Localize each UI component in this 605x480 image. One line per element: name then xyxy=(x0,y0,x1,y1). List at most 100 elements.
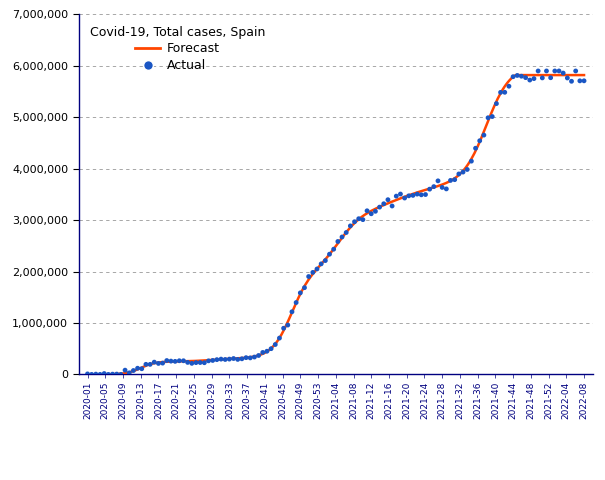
Point xyxy=(162,357,172,364)
Point xyxy=(270,341,280,348)
Point xyxy=(325,251,335,258)
Legend: Forecast, Actual: Forecast, Actual xyxy=(85,21,270,77)
Point xyxy=(158,359,168,367)
Point xyxy=(420,191,430,198)
Point xyxy=(132,364,142,372)
Point xyxy=(462,166,472,173)
Point xyxy=(337,233,347,241)
Point xyxy=(141,360,151,368)
Point xyxy=(237,355,247,363)
Point xyxy=(391,192,401,200)
Point xyxy=(299,284,309,291)
Point xyxy=(125,369,134,377)
Point xyxy=(442,185,451,193)
Point xyxy=(304,273,313,280)
Point xyxy=(220,356,230,363)
Point xyxy=(312,265,322,273)
Point xyxy=(246,354,255,362)
Point xyxy=(345,222,355,230)
Point xyxy=(208,357,218,364)
Point xyxy=(166,357,176,365)
Point xyxy=(425,185,434,193)
Point xyxy=(287,308,297,316)
Point xyxy=(99,370,109,377)
Point xyxy=(446,177,456,184)
Point xyxy=(253,352,263,360)
Point xyxy=(500,88,509,96)
Point xyxy=(504,83,514,90)
Point xyxy=(145,360,155,368)
Point xyxy=(187,360,197,367)
Point xyxy=(466,157,476,165)
Point xyxy=(137,365,146,372)
Point xyxy=(178,357,188,365)
Point xyxy=(550,67,560,75)
Point xyxy=(517,72,526,80)
Point xyxy=(183,359,192,366)
Point xyxy=(283,321,293,329)
Point xyxy=(458,168,468,176)
Point xyxy=(83,370,93,378)
Point xyxy=(129,367,139,374)
Point xyxy=(563,74,572,82)
Point xyxy=(262,348,272,355)
Point xyxy=(362,207,372,215)
Point xyxy=(492,100,502,108)
Point xyxy=(495,88,505,96)
Point xyxy=(367,210,376,217)
Point xyxy=(149,358,159,366)
Point xyxy=(537,74,547,82)
Point xyxy=(400,194,410,202)
Point xyxy=(241,354,251,361)
Point xyxy=(454,170,463,178)
Point xyxy=(541,67,551,75)
Point xyxy=(258,348,267,356)
Point xyxy=(579,77,589,84)
Point xyxy=(308,268,318,276)
Point xyxy=(266,345,276,352)
Point xyxy=(350,218,359,226)
Point xyxy=(525,76,535,84)
Point xyxy=(250,353,260,361)
Point xyxy=(371,207,381,215)
Point xyxy=(108,370,117,378)
Point xyxy=(529,75,539,83)
Point xyxy=(408,192,418,199)
Point xyxy=(354,215,364,223)
Point xyxy=(316,260,326,268)
Point xyxy=(212,356,221,363)
Point xyxy=(103,371,113,378)
Point xyxy=(333,238,342,245)
Point xyxy=(174,357,184,365)
Point xyxy=(200,359,209,367)
Point xyxy=(412,190,422,198)
Point xyxy=(416,191,426,199)
Point xyxy=(170,358,180,365)
Point xyxy=(488,113,497,120)
Point xyxy=(112,370,122,378)
Point xyxy=(191,359,201,366)
Point xyxy=(116,371,126,378)
Point xyxy=(374,204,384,211)
Point xyxy=(275,334,284,342)
Point xyxy=(387,202,397,210)
Point xyxy=(521,74,531,82)
Point xyxy=(567,77,577,85)
Point xyxy=(154,360,163,367)
Point xyxy=(450,176,460,183)
Point xyxy=(429,183,439,191)
Point xyxy=(437,183,447,191)
Point xyxy=(204,357,214,365)
Point xyxy=(546,74,555,82)
Point xyxy=(571,67,581,75)
Point xyxy=(91,370,100,378)
Point xyxy=(508,73,518,81)
Point xyxy=(533,67,543,75)
Point xyxy=(291,299,301,306)
Point xyxy=(295,289,305,297)
Point xyxy=(341,228,351,236)
Point xyxy=(383,196,393,204)
Point xyxy=(379,200,388,207)
Point xyxy=(216,355,226,363)
Point xyxy=(483,114,493,121)
